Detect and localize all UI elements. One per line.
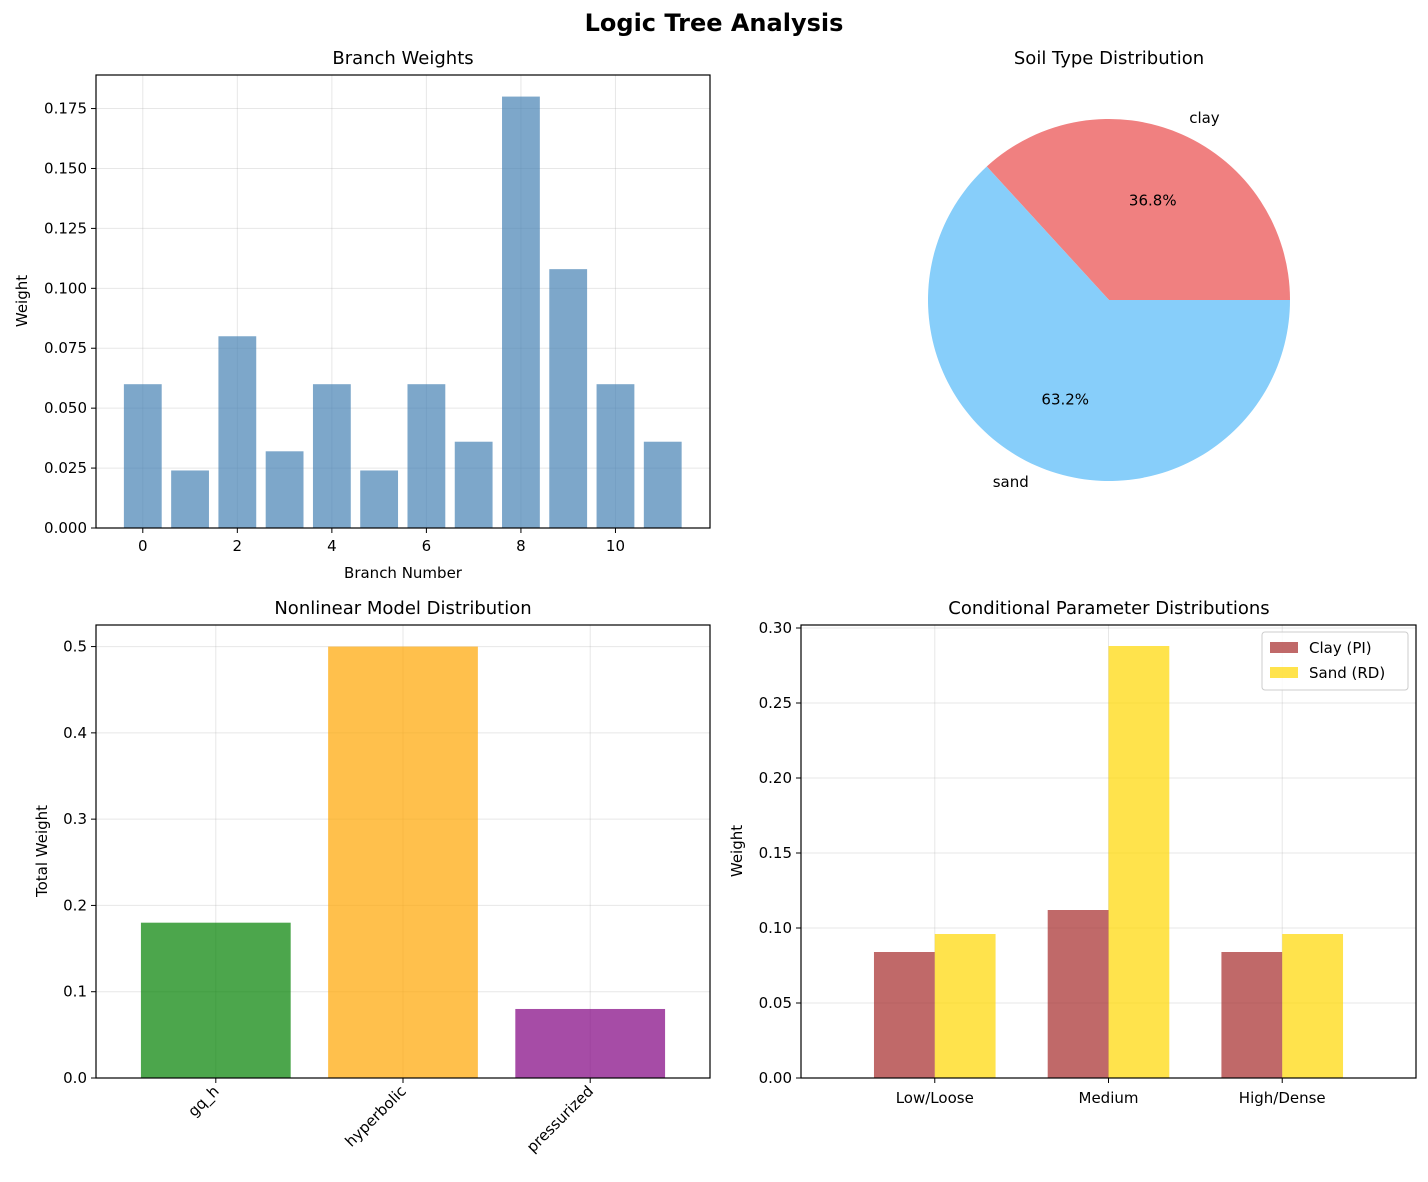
branch-weights-bar: [454, 441, 493, 528]
conditional-parameter-frame: [800, 624, 1417, 1079]
branch-weights-bar: [596, 384, 635, 528]
figure-title: Logic Tree Analysis: [585, 9, 844, 37]
branch-weights-bar: [265, 451, 304, 528]
branch-weights-bar: [218, 336, 257, 528]
branch-weights-bar: [312, 384, 351, 528]
conditional-parameter-bar: [934, 934, 996, 1078]
branch-weights-ylabel: Weight: [13, 275, 31, 327]
conditional-parameter-ytick-label: 0.30: [759, 619, 792, 637]
branch-weights-ytick-label: 0.075: [44, 339, 87, 357]
branch-weights-chart: Branch Weights Branch Number Weight 0 2 4 6…: [13, 48, 711, 582]
branch-weights-ytick-label: 0.175: [44, 100, 87, 118]
branch-weights-ytick-label: 0.150: [44, 159, 87, 177]
conditional-parameter-bar: [1047, 910, 1109, 1078]
nonlinear-model-bar: [515, 1008, 666, 1078]
branch-weights-xtick-label: 0: [138, 537, 148, 555]
nonlinear-model-ylabel: Total Weight: [33, 805, 51, 898]
nonlinear-model-frame: [95, 624, 711, 1079]
branch-weights-frame: [95, 74, 711, 529]
conditional-parameter-legend: Clay (PI) Sand (RD): [1261, 631, 1409, 691]
branch-weights-title: Branch Weights: [332, 48, 473, 69]
branch-weights-ytick-label: 0.100: [44, 279, 87, 297]
soil-type-slice-label: clay: [1189, 109, 1220, 127]
conditional-parameter-ylabel: Weight: [728, 825, 746, 877]
conditional-parameter-title: Conditional Parameter Distributions: [948, 598, 1269, 619]
nonlinear-model-xtick-label: pressurized: [523, 1082, 597, 1156]
soil-type-slice: [986, 118, 1290, 300]
soil-type-pct-label: 63.2%: [1041, 390, 1089, 408]
branch-weights-xtick-label: 8: [516, 537, 526, 555]
conditional-parameter-ytick-label: 0.00: [759, 1069, 792, 1087]
nonlinear-model-bar: [328, 646, 478, 1078]
branch-weights-bar: [171, 470, 209, 528]
nonlinear-model-ytick-label: 0.5: [63, 638, 87, 656]
branch-weights-ytick-label: 0.025: [44, 459, 87, 477]
conditional-parameter-ytick-label: 0.20: [759, 769, 792, 787]
nonlinear-model-chart: Nonlinear Model Distribution Total Weigh…: [33, 598, 711, 1156]
nonlinear-model-ytick-label: 0.3: [63, 810, 87, 828]
soil-type-title: Soil Type Distribution: [1014, 48, 1204, 69]
branch-weights-bar: [123, 384, 162, 528]
branch-weights-bar: [643, 441, 682, 528]
conditional-parameter-bar: [1221, 952, 1283, 1078]
conditional-parameter-bar: [1108, 646, 1170, 1078]
nonlinear-model-title: Nonlinear Model Distribution: [274, 598, 531, 619]
branch-weights-xtick-label: 10: [606, 537, 625, 555]
conditional-parameter-bar: [1282, 934, 1344, 1078]
conditional-parameter-bar: [873, 952, 935, 1078]
conditional-parameter-ytick-label: 0.10: [759, 919, 792, 937]
conditional-parameter-ytick-label: 0.05: [759, 994, 792, 1012]
conditional-parameter-xtick-label: Low/Loose: [896, 1089, 974, 1107]
nonlinear-model-ytick-label: 0.4: [63, 724, 87, 742]
branch-weights-xtick-label: 2: [233, 537, 243, 555]
branch-weights-bar: [549, 269, 588, 528]
legend-label: Sand (RD): [1309, 664, 1385, 682]
conditional-parameter-ytick-label: 0.25: [759, 694, 792, 712]
branch-weights-xtick-label: 4: [327, 537, 337, 555]
soil-type-pct-label: 36.8%: [1129, 192, 1177, 210]
branch-weights-ytick-label: 0.000: [44, 519, 87, 537]
nonlinear-model-ytick-label: 0.1: [63, 983, 87, 1001]
branch-weights-bar: [360, 470, 399, 528]
conditional-parameter-chart: Conditional Parameter Distributions Weig…: [728, 598, 1417, 1107]
legend-swatch: [1270, 642, 1298, 653]
branch-weights-bar: [407, 384, 446, 528]
soil-type-chart: Soil Type Distribution clay 36.8% sand 63.2…: [928, 48, 1291, 491]
nonlinear-model-xtick-label: hyperbolic: [342, 1082, 410, 1150]
conditional-parameter-xtick-label: Medium: [1079, 1089, 1139, 1107]
legend-label: Clay (PI): [1309, 639, 1372, 657]
branch-weights-ytick-label: 0.050: [44, 399, 87, 417]
legend-box: [1261, 631, 1409, 691]
branch-weights-xtick-label: 6: [422, 537, 432, 555]
nonlinear-model-bar: [140, 922, 291, 1078]
nonlinear-model-ytick-label: 0.0: [63, 1069, 87, 1087]
soil-type-slice: [928, 166, 1291, 482]
branch-weights-ytick-label: 0.125: [44, 219, 87, 237]
nonlinear-model-xtick-label: gq_h: [184, 1082, 223, 1121]
branch-weights-xlabel: Branch Number: [344, 564, 463, 582]
legend-swatch: [1270, 667, 1298, 678]
conditional-parameter-xtick-label: High/Dense: [1239, 1089, 1326, 1107]
branch-weights-bar: [502, 96, 540, 529]
nonlinear-model-ytick-label: 0.2: [63, 896, 87, 914]
soil-type-slice-label: sand: [993, 473, 1029, 491]
conditional-parameter-ytick-label: 0.15: [759, 844, 792, 862]
